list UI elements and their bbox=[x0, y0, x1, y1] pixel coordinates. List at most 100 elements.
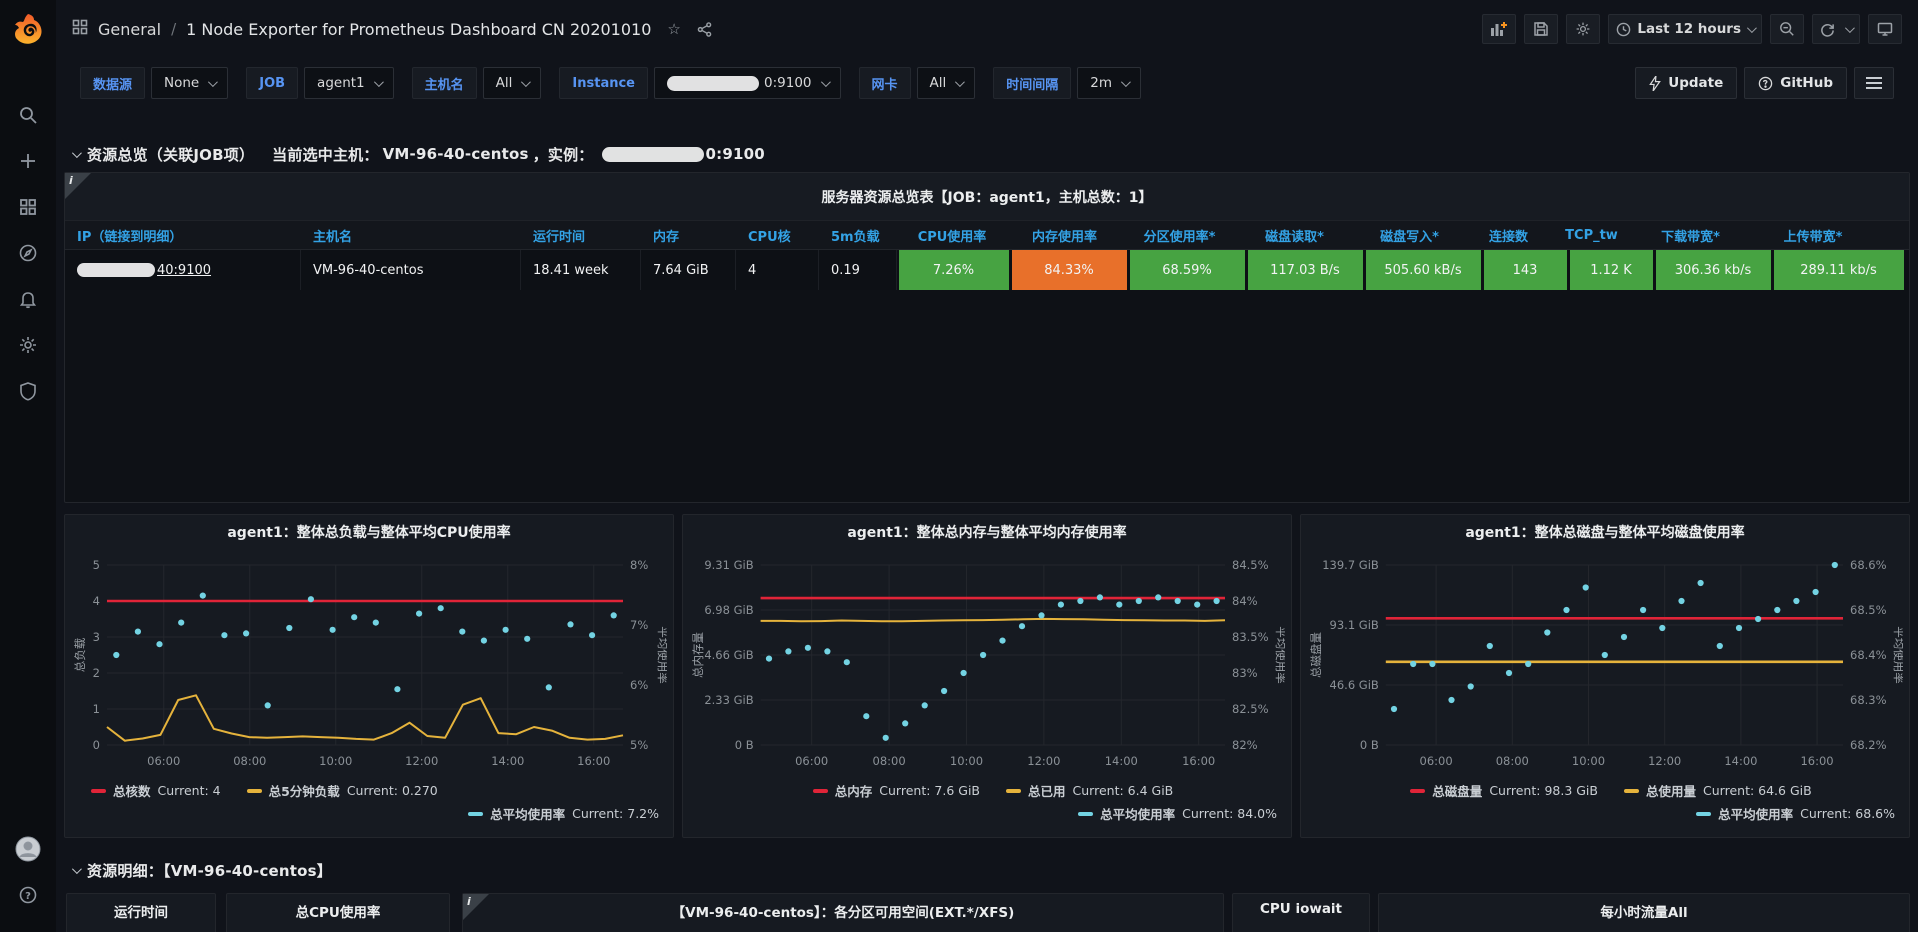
bottom-panel-title[interactable]: CPU iowait bbox=[1259, 901, 1343, 917]
column-header[interactable]: 连接数 bbox=[1488, 229, 1528, 245]
overview-section-header[interactable]: 资源总览（关联JOB项） 当前选中主机： VM-96-40-centos ，实例… bbox=[71, 142, 765, 166]
help-icon[interactable]: ? bbox=[0, 872, 56, 918]
column-header[interactable]: 磁盘读取* bbox=[1265, 229, 1324, 245]
column-header[interactable]: TCP_tw bbox=[1565, 227, 1618, 243]
time-range-picker[interactable]: Last 12 hours bbox=[1608, 14, 1762, 44]
create-plus-icon[interactable] bbox=[0, 138, 56, 184]
explore-compass-icon[interactable] bbox=[0, 230, 56, 276]
column-header[interactable]: 磁盘写入* bbox=[1380, 229, 1439, 245]
legend-item[interactable]: 总磁盘量 Current: 98.3 GiB bbox=[1410, 781, 1598, 800]
x-axis-tick: 08:00 bbox=[1496, 754, 1529, 768]
menu-button[interactable] bbox=[1854, 67, 1894, 99]
column-header[interactable]: 内存 bbox=[653, 229, 680, 245]
left-axis-title: 总磁盘量 bbox=[1309, 632, 1323, 678]
column-header[interactable]: 运行时间 bbox=[533, 229, 586, 245]
left-axis-title: 总内存量 bbox=[691, 632, 705, 678]
column-header[interactable]: 内存使用率 bbox=[1031, 229, 1097, 245]
series-dot bbox=[178, 619, 185, 626]
chart-plot: 9.31 GiB 6.98 GiB 4.66 GiB 2.33 GiB 0 B 84.5%… bbox=[691, 558, 1285, 768]
legend-current-value: Current: 7.2% bbox=[572, 806, 659, 821]
dashboard-title[interactable]: 1 Node Exporter for Prometheus Dashboard… bbox=[186, 19, 652, 39]
column-header[interactable]: 分区使用率* bbox=[1143, 229, 1216, 245]
bottom-panel-title[interactable]: 每小时流量All bbox=[1600, 905, 1688, 921]
legend-series-name: 总核数 bbox=[113, 784, 151, 799]
update-button[interactable]: Update bbox=[1635, 67, 1738, 99]
series-dot bbox=[882, 734, 889, 741]
column-header[interactable]: CPU核 bbox=[748, 229, 791, 245]
save-dashboard-button[interactable] bbox=[1524, 14, 1559, 44]
variable-label: 网卡 bbox=[858, 67, 911, 99]
share-icon[interactable] bbox=[697, 21, 712, 37]
column-header[interactable]: IP（链接到明细） bbox=[77, 229, 183, 245]
panel-info-corner[interactable]: i bbox=[65, 173, 91, 199]
chart-panel-title[interactable]: agent1：整体总内存与整体平均内存使用率 bbox=[847, 525, 1127, 541]
alerting-bell-icon[interactable] bbox=[0, 276, 56, 322]
admin-shield-icon[interactable] bbox=[0, 368, 56, 414]
variable-group: 时间间隔 2m bbox=[993, 67, 1142, 99]
collapse-chevron-icon bbox=[71, 863, 82, 874]
detail-section-header[interactable]: 资源明细：【VM-96-40-centos】 bbox=[71, 858, 332, 882]
refresh-interval-chevron-icon[interactable] bbox=[1844, 22, 1855, 33]
chart-panel-title[interactable]: agent1：整体总负载与整体平均CPU使用率 bbox=[227, 525, 511, 541]
series-dot bbox=[610, 612, 617, 619]
breadcrumb-section[interactable]: General bbox=[98, 19, 162, 39]
variable-value: 0:9100 bbox=[764, 75, 812, 91]
kiosk-mode-button[interactable] bbox=[1868, 14, 1902, 44]
legend-series-name: 总平均使用率 bbox=[490, 807, 566, 822]
series-dot bbox=[1194, 601, 1201, 608]
legend-item[interactable]: 总使用量 Current: 64.6 GiB bbox=[1624, 781, 1812, 800]
legend-item[interactable]: 总平均使用率 Current: 7.2% bbox=[468, 804, 659, 823]
legend-item[interactable]: 总已用 Current: 6.4 GiB bbox=[1006, 781, 1173, 800]
grafana-logo[interactable] bbox=[11, 12, 45, 46]
variable-dropdown[interactable]: agent1 bbox=[304, 67, 394, 99]
legend-item[interactable]: 总核数 Current: 4 bbox=[91, 781, 221, 800]
column-header[interactable]: 主机名 bbox=[313, 229, 353, 245]
bottom-panel-title[interactable]: 总CPU使用率 bbox=[295, 905, 381, 921]
variable-dropdown[interactable]: 2m bbox=[1077, 67, 1142, 99]
variable-dropdown[interactable]: None bbox=[151, 67, 229, 99]
table-panel-title[interactable]: 服务器资源总览表【JOB：agent1，主机总数：1】 bbox=[821, 190, 1153, 206]
column-header[interactable]: 下载带宽* bbox=[1661, 229, 1720, 245]
dashboard-settings-button[interactable] bbox=[1566, 14, 1601, 44]
legend-dash-icon bbox=[1006, 788, 1021, 793]
column-header[interactable]: 上传带宽* bbox=[1783, 229, 1843, 245]
series-dot bbox=[1486, 642, 1493, 650]
variable-value: All bbox=[495, 75, 513, 91]
star-icon[interactable]: ☆ bbox=[667, 20, 681, 38]
github-button[interactable]: GitHub bbox=[1744, 67, 1847, 99]
right-axis-tick: 5% bbox=[630, 738, 648, 752]
series-dot bbox=[1505, 669, 1513, 677]
bottom-panel-title[interactable]: 【VM-96-40-centos】：各分区可用空间(EXT.*/XFS) bbox=[671, 905, 1015, 921]
table-row: 40:9100 VM-96-40-centos 18.41 week 7.64 GiB… bbox=[65, 250, 1909, 290]
chart-panel-title[interactable]: agent1：整体总磁盘与整体平均磁盘使用率 bbox=[1465, 525, 1745, 541]
configuration-gear-icon[interactable] bbox=[0, 322, 56, 368]
series-dot bbox=[199, 592, 206, 599]
column-header[interactable]: 5m负载 bbox=[831, 229, 880, 245]
ip-detail-link[interactable]: 40:9100 bbox=[77, 263, 211, 278]
column-header[interactable]: CPU使用率 bbox=[917, 229, 987, 245]
add-panel-button[interactable] bbox=[1482, 14, 1517, 44]
variable-dropdown[interactable]: All bbox=[482, 67, 542, 99]
search-icon[interactable] bbox=[0, 92, 56, 138]
dashboards-icon[interactable] bbox=[0, 184, 56, 230]
variable-dropdown[interactable]: 0:9100 bbox=[654, 67, 841, 99]
legend-item[interactable]: 总平均使用率 Current: 84.0% bbox=[1078, 804, 1277, 823]
user-avatar[interactable] bbox=[0, 826, 56, 872]
bottom-panel: 总CPU使用率 bbox=[226, 893, 450, 932]
refresh-button[interactable] bbox=[1812, 14, 1860, 44]
panel-info-corner[interactable]: i bbox=[463, 894, 489, 920]
legend-item[interactable]: 总平均使用率 Current: 68.6% bbox=[1696, 804, 1895, 823]
x-axis-tick: 10:00 bbox=[1572, 754, 1605, 768]
table-header-row: IP（链接到明细） 主机名 运行时间 内存 CPU核 5m负载 CPU使用率 内存使用率 分区使… bbox=[65, 221, 1909, 250]
legend-item[interactable]: 总5分钟负载 Current: 0.270 bbox=[246, 781, 438, 800]
zoom-out-time-button[interactable] bbox=[1770, 14, 1804, 44]
legend-series-name: 总已用 bbox=[1028, 784, 1066, 799]
legend-item[interactable]: 总内存 Current: 7.6 GiB bbox=[812, 781, 980, 800]
series-dot bbox=[307, 596, 314, 603]
series-dot bbox=[416, 610, 423, 617]
bottom-panel-title[interactable]: 运行时间 bbox=[114, 905, 168, 921]
dashboard-grid-icon bbox=[72, 19, 88, 39]
left-axis-tick: 4.66 GiB bbox=[704, 648, 753, 662]
variable-dropdown[interactable]: All bbox=[916, 67, 976, 99]
